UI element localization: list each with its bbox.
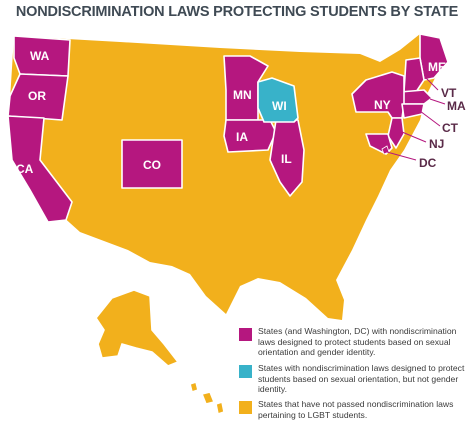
label-wa: WA [30,49,50,63]
leader-dc [386,151,417,161]
leader-nj [401,131,427,143]
label-me: ME [428,60,446,74]
state-ca [7,115,73,223]
legend-swatch-magenta [239,328,252,341]
state-il [269,119,305,197]
label-dc: DC [419,156,437,170]
state-wi [257,77,299,123]
map-title: NONDISCRIMINATION LAWS PROTECTING STUDEN… [15,4,459,20]
leader-vt [425,77,439,91]
label-ca: CA [16,162,34,176]
label-vt: VT [441,86,457,100]
legend-text: States that have not passed nondiscrimin… [258,399,454,420]
state-ak [95,289,179,367]
state-hi [189,381,225,415]
label-ct: CT [442,121,459,135]
legend-text: States with nondiscrimination laws desig… [258,363,465,395]
label-mn: MN [233,88,252,102]
state-co [121,139,183,189]
label-il: IL [281,152,292,166]
state-ia [223,119,277,153]
legend-swatch-teal [239,365,252,378]
label-co: CO [143,158,161,172]
us-landmass [10,34,446,320]
label-or: OR [28,89,46,103]
leader-ma [429,98,446,105]
state-nj [387,117,405,149]
label-ia: IA [236,130,248,144]
legend-text: States (and Washington, DC) with nondisc… [258,326,457,358]
label-wi: WI [272,99,287,113]
label-ma: MA [447,99,466,113]
legend-swatch-gold [239,401,252,414]
state-ct-ri [401,103,425,119]
leader-ct [419,110,441,127]
label-ny: NY [374,98,391,112]
label-nj: NJ [429,137,444,151]
